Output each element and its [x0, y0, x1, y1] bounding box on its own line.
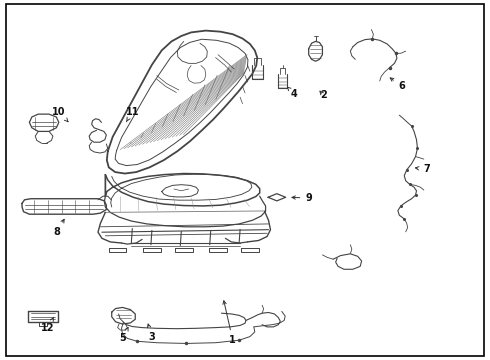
Text: 3: 3: [147, 324, 155, 342]
Text: 7: 7: [416, 164, 430, 174]
Text: 1: 1: [223, 301, 236, 345]
Text: 4: 4: [288, 87, 297, 99]
Text: 12: 12: [41, 317, 55, 333]
Text: 2: 2: [320, 90, 327, 100]
Text: 8: 8: [53, 219, 64, 237]
Text: 9: 9: [292, 193, 312, 203]
Text: 11: 11: [125, 107, 139, 122]
Text: 6: 6: [390, 78, 405, 91]
Text: 5: 5: [119, 328, 128, 343]
Text: 10: 10: [52, 107, 68, 122]
